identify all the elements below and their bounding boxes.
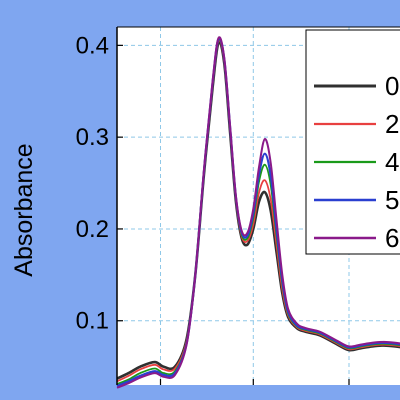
axes xyxy=(116,26,400,385)
legend-label-4: 4 xyxy=(385,147,399,177)
y-tick-label-2: 0.3 xyxy=(76,124,109,151)
legend-label-6: 6 xyxy=(385,223,399,253)
series-group xyxy=(116,36,400,389)
legend-label-0: 0 xyxy=(385,71,399,101)
legend-box xyxy=(305,29,400,255)
y-tick-label-1: 0.2 xyxy=(76,216,109,243)
legend-label-5: 5 xyxy=(385,185,399,215)
y-tick-label-0: 0.1 xyxy=(76,308,109,335)
y-ticks: 0.1 0.2 0.3 0.4 xyxy=(76,32,123,335)
legend: 0 2 4 5 6 xyxy=(305,29,400,255)
y-axis-label: Absorbance xyxy=(10,143,38,276)
series-line-6 xyxy=(116,36,400,389)
legend-label-2: 2 xyxy=(385,109,399,139)
y-tick-label-3: 0.4 xyxy=(76,32,109,59)
